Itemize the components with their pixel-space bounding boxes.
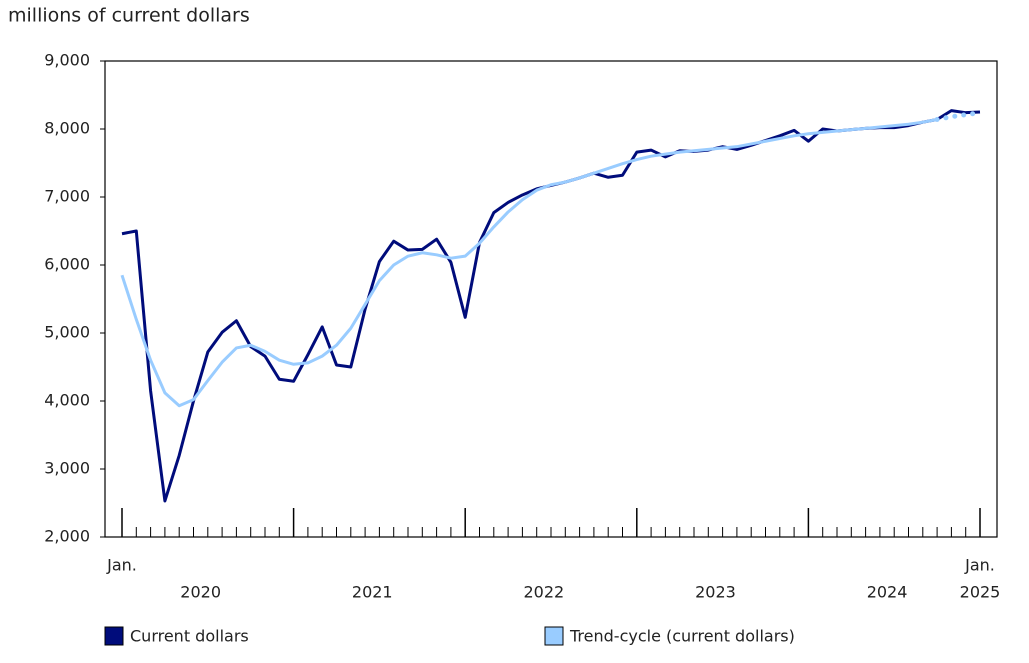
y-tick-label: 5,000: [44, 323, 90, 342]
x-year-label: 2021: [352, 583, 393, 602]
y-axis-title: millions of current dollars: [8, 5, 250, 27]
series-line: [120, 118, 938, 408]
x-year-label: 2025: [960, 583, 1001, 602]
x-year-label: 2024: [867, 583, 908, 602]
y-tick-label: 3,000: [44, 459, 90, 478]
y-tick-label: 8,000: [44, 119, 90, 138]
x-tick-label: Jan.: [964, 556, 995, 575]
series-line: [934, 110, 983, 122]
x-tick-label: Jan.: [106, 556, 137, 575]
legend-swatch: [544, 626, 564, 646]
y-tick-label: 7,000: [44, 187, 90, 206]
x-year-label: 2022: [523, 583, 564, 602]
x-year-label: 2020: [180, 583, 221, 602]
legend-swatch: [104, 626, 124, 646]
plot-frame: [104, 60, 998, 538]
y-tick-label: 4,000: [44, 391, 90, 410]
y-tick-label: 9,000: [44, 51, 90, 70]
legend-label: Current dollars: [130, 627, 249, 646]
y-tick-label: 2,000: [44, 527, 90, 546]
legend-label: Trend-cycle (current dollars): [569, 627, 795, 646]
y-tick-label: 6,000: [44, 255, 90, 274]
series-line: [121, 109, 981, 503]
x-year-label: 2023: [695, 583, 736, 602]
